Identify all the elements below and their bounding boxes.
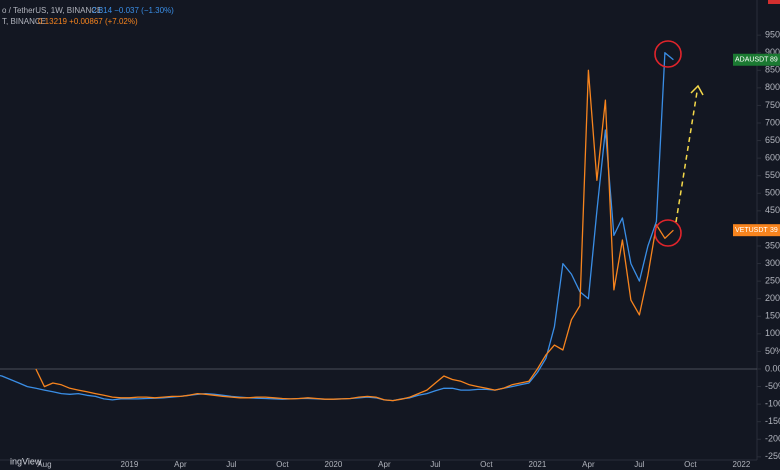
price-tag-value: 39 [770, 227, 778, 234]
series-line [35, 69, 674, 402]
price-tag [733, 53, 780, 66]
y-tick-label: 500% [765, 188, 780, 198]
arrow-head [690, 84, 704, 96]
legend-quote: 0.13219 +0.00867 (+7.02%) [38, 17, 138, 26]
x-tick-label: Jul [226, 460, 236, 469]
x-tick-label: Jul [430, 460, 440, 469]
y-tick-label: -50% [765, 381, 780, 391]
y-tick-label: 300% [765, 258, 780, 268]
y-tick-label: 450% [765, 205, 780, 215]
x-tick-label: 2020 [325, 460, 343, 469]
legend-quote: 2.814 −0.037 (−1.30%) [92, 6, 174, 15]
highlight-circle [654, 219, 682, 247]
y-tick-label: 250% [765, 276, 780, 286]
x-tick-label: Apr [582, 460, 595, 469]
x-tick-label: 2021 [529, 460, 547, 469]
y-tick-label: 200% [765, 293, 780, 303]
price-tag-value: 89 [770, 57, 778, 64]
x-tick-label: Oct [276, 460, 289, 469]
y-tick-label: 0.00% [765, 363, 780, 373]
y-tick-label: 800% [765, 82, 780, 92]
x-tick-label: Oct [684, 460, 697, 469]
y-tick-label: 850% [765, 65, 780, 75]
y-tick-label: 150% [765, 311, 780, 321]
watermark: ingView [10, 456, 42, 466]
price-tag-name: VETUSDT [735, 227, 768, 234]
legend-name: o / TetherUS, 1W, BINANCE [2, 6, 102, 15]
highlight-circle [654, 40, 682, 68]
x-tick-label: 2022 [733, 460, 751, 469]
y-tick-label: 950% [765, 30, 780, 40]
x-tick-label: Jul [634, 460, 644, 469]
price-tag [733, 224, 780, 237]
y-tick-label: 350% [765, 240, 780, 250]
y-tick-label: -150% [765, 416, 780, 426]
x-tick-label: Apr [378, 460, 391, 469]
y-tick-label: 700% [765, 117, 780, 127]
x-tick-label: Apr [174, 460, 187, 469]
y-tick-label: 550% [765, 170, 780, 180]
x-tick-label: 2019 [121, 460, 139, 469]
top-marker [768, 0, 780, 4]
y-tick-label: -250% [765, 451, 780, 461]
y-tick-label: -200% [765, 434, 780, 444]
y-tick-label: 50% [765, 346, 780, 356]
y-tick-label: 650% [765, 135, 780, 145]
y-tick-label: 600% [765, 153, 780, 163]
x-tick-label: Aug [37, 460, 51, 469]
y-tick-label: 750% [765, 100, 780, 110]
legend-name: T, BINANCE [2, 17, 46, 26]
y-tick-label: 100% [765, 328, 780, 338]
y-tick-label: 900% [765, 47, 780, 57]
price-tag-name: ADAUSDT [735, 57, 769, 64]
x-tick-label: Oct [480, 460, 493, 469]
y-tick-label: -100% [765, 399, 780, 409]
arrow-shaft [675, 91, 698, 223]
